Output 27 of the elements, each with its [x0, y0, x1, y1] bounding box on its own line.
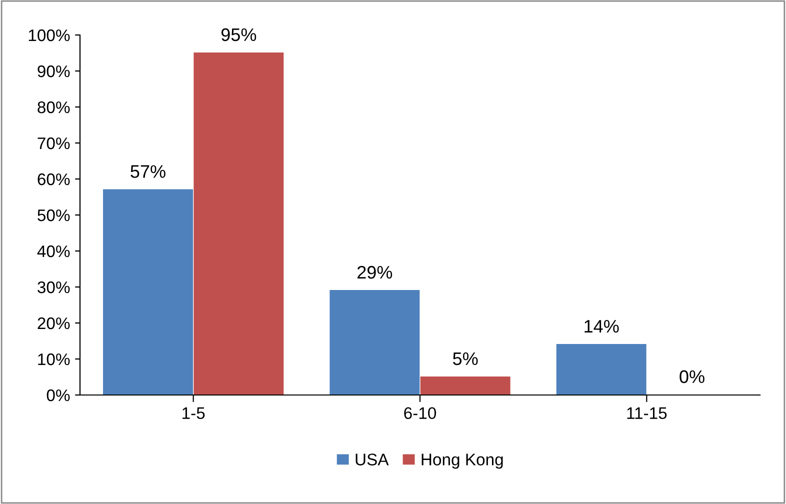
data-label: 95%	[221, 28, 256, 42]
data-label: 29%	[358, 266, 392, 279]
bar	[420, 376, 510, 395]
y-tick-label: 30%	[38, 281, 70, 294]
y-tick-label: 40%	[37, 245, 70, 258]
y-tick-label: 80%	[38, 101, 70, 114]
x-tick-label: 6-10	[404, 407, 436, 420]
bar	[103, 189, 193, 395]
y-tick-label: 20%	[38, 317, 70, 330]
y-tick-label: 90%	[38, 65, 70, 78]
y-tick-label: 50%	[38, 209, 70, 222]
x-tick-label: 1-5	[182, 407, 205, 420]
y-tick-label: 10%	[38, 353, 70, 366]
bar	[556, 344, 646, 395]
y-tick-label: 60%	[38, 173, 70, 186]
y-tick-label: 0%	[46, 389, 70, 402]
x-tick-label: 11-15	[627, 407, 667, 420]
data-label: 5%	[453, 352, 478, 366]
y-tick-label: 70%	[38, 137, 70, 150]
bar	[194, 52, 284, 395]
data-label: 0%	[680, 370, 704, 384]
data-label: 14%	[584, 320, 619, 333]
bar	[330, 290, 420, 395]
data-label: 57%	[130, 165, 166, 178]
y-tick-label: 100%	[28, 29, 70, 42]
legend-label: USA	[356, 454, 389, 466]
legend-label: Hong Kong	[422, 454, 503, 469]
